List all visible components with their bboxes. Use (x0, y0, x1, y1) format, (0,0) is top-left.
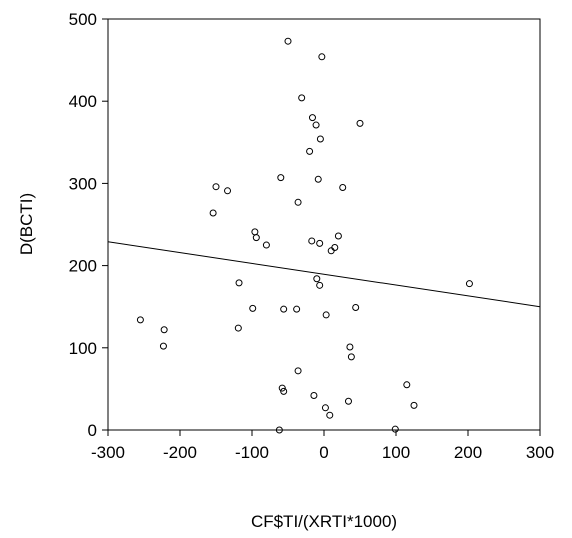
data-point (346, 343, 354, 351)
data-point (403, 381, 411, 389)
data-point (294, 198, 302, 206)
regression-line (107, 241, 541, 308)
data-point (262, 241, 270, 249)
data-point (326, 411, 334, 419)
fit-line-layer (107, 241, 541, 308)
x-tick-label: 100 (382, 443, 410, 462)
data-point (284, 37, 292, 45)
x-tick-label: 0 (319, 443, 328, 462)
y-tick-label: 400 (69, 92, 97, 111)
data-point (352, 304, 360, 312)
data-point (308, 114, 316, 122)
data-point (331, 244, 339, 252)
data-point (344, 397, 352, 405)
data-point (391, 425, 399, 433)
y-tick-label: 200 (69, 257, 97, 276)
y-tick-label: 300 (69, 174, 97, 193)
data-point (249, 304, 257, 312)
data-point (159, 342, 167, 350)
data-point (306, 147, 314, 155)
data-point (277, 174, 285, 182)
data-point (410, 401, 418, 409)
data-point (316, 281, 324, 289)
data-point (314, 175, 322, 183)
data-point (251, 228, 259, 236)
data-point (294, 367, 302, 375)
data-point (313, 275, 321, 283)
data-point (322, 311, 330, 319)
data-point (209, 209, 217, 217)
x-tick-label: 200 (454, 443, 482, 462)
y-tick-label: 0 (88, 421, 97, 440)
data-point (312, 121, 320, 129)
data-point (293, 305, 301, 313)
data-point (308, 237, 316, 245)
data-point (136, 316, 144, 324)
y-axis-ticks: 0 100 200 300 400 500 (69, 10, 108, 440)
data-point (235, 279, 243, 287)
data-point (224, 187, 232, 195)
plot-frame (107, 18, 541, 431)
data-point (234, 324, 242, 332)
y-tick-label: 100 (69, 339, 97, 358)
data-point (465, 280, 473, 288)
data-point (321, 404, 329, 412)
data-point (160, 326, 168, 334)
data-point (316, 135, 324, 143)
data-point (347, 353, 355, 361)
x-tick-label: -200 (163, 443, 197, 462)
data-point (356, 119, 364, 127)
data-point (280, 387, 288, 395)
data-point (275, 426, 283, 434)
data-point (278, 384, 286, 392)
x-tick-label: -100 (235, 443, 269, 462)
data-point (334, 232, 342, 240)
y-axis-label: D(BCTI) (17, 193, 36, 255)
data-point (318, 53, 326, 61)
data-point (310, 391, 318, 399)
y-tick-label: 500 (69, 10, 97, 29)
data-points (136, 37, 473, 434)
data-point (316, 239, 324, 247)
data-point (327, 247, 335, 255)
x-axis-ticks: -300 -200 -100 0 100 200 300 (91, 430, 554, 462)
x-axis-label: CF$TI/(XRTI*1000) (251, 512, 397, 531)
x-tick-label: 300 (526, 443, 554, 462)
data-point (212, 183, 220, 191)
plot-border (107, 18, 541, 431)
data-point (280, 305, 288, 313)
data-point (298, 94, 306, 102)
data-point (339, 184, 347, 192)
data-point (252, 234, 260, 242)
x-tick-label: -300 (91, 443, 125, 462)
